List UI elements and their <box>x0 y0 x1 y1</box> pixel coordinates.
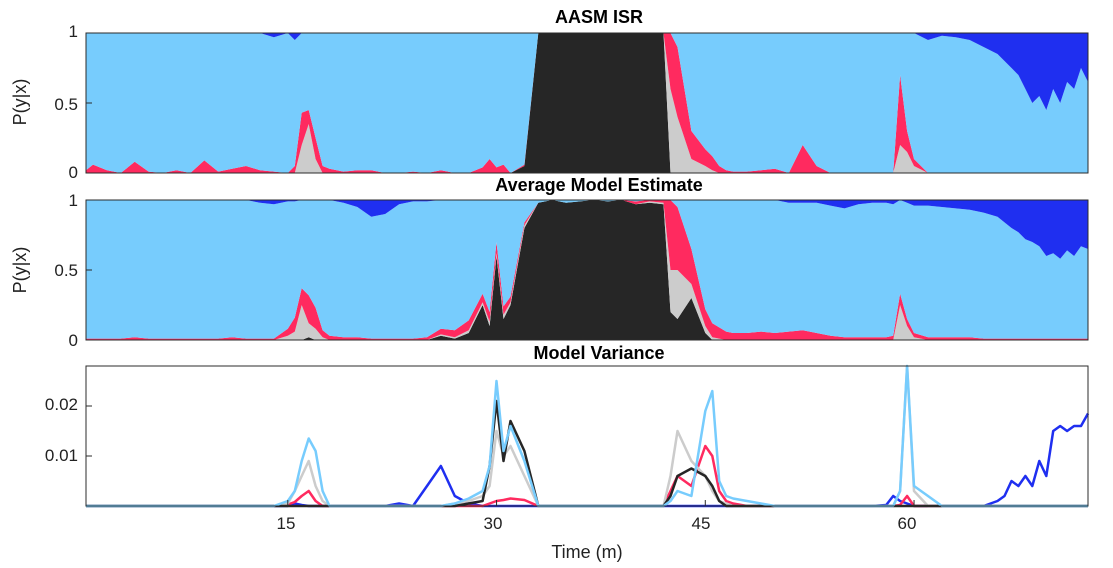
y-tick-label: 1 <box>69 22 78 41</box>
panel-model-variance: Model Variance 0.02 0.01 15 30 45 60 Tim… <box>45 343 1090 562</box>
panel-title-model-variance: Model Variance <box>533 343 664 363</box>
area-series-light-blue <box>86 200 1088 339</box>
y-tick-label: 0 <box>69 331 78 350</box>
axes <box>85 199 1089 341</box>
area-series-light-blue <box>86 33 1088 173</box>
panel-aasm-isr: AASM ISR 1 0.5 0 P(y|x) <box>10 7 1089 182</box>
panel-average-model-estimate: Average Model Estimate 1 0.5 0 P(y|x) <box>10 175 1089 350</box>
panel-title-average-model-estimate: Average Model Estimate <box>495 175 702 195</box>
x-tick-label: 15 <box>277 514 296 533</box>
y-tick-label: 0 <box>69 163 78 182</box>
x-tick-label: 45 <box>692 514 711 533</box>
y-axis-label: P(y|x) <box>10 247 30 294</box>
y-tick-label: 0.02 <box>45 395 78 414</box>
y-tick-label: 0.5 <box>54 261 78 280</box>
area-series-blue <box>86 33 1088 110</box>
x-axis-label: Time (m) <box>551 542 622 562</box>
plot-area-aasm-isr <box>86 33 1088 173</box>
area-series-black <box>86 33 1088 173</box>
x-tick-label: 30 <box>484 514 503 533</box>
plot-area-average-model-estimate <box>86 200 1088 340</box>
y-tick-label: 0.01 <box>45 446 78 465</box>
area-series-blue <box>86 200 1088 259</box>
area-series-black <box>86 200 1088 340</box>
panel-title-aasm-isr: AASM ISR <box>555 7 643 27</box>
plot-background <box>86 366 1088 506</box>
y-tick-label: 1 <box>69 191 78 210</box>
x-tick-label: 60 <box>898 514 917 533</box>
y-axis-label: P(y|x) <box>10 79 30 126</box>
axes <box>85 32 1089 174</box>
plot-frame <box>85 365 1089 507</box>
y-tick-label: 0.5 <box>54 95 78 114</box>
